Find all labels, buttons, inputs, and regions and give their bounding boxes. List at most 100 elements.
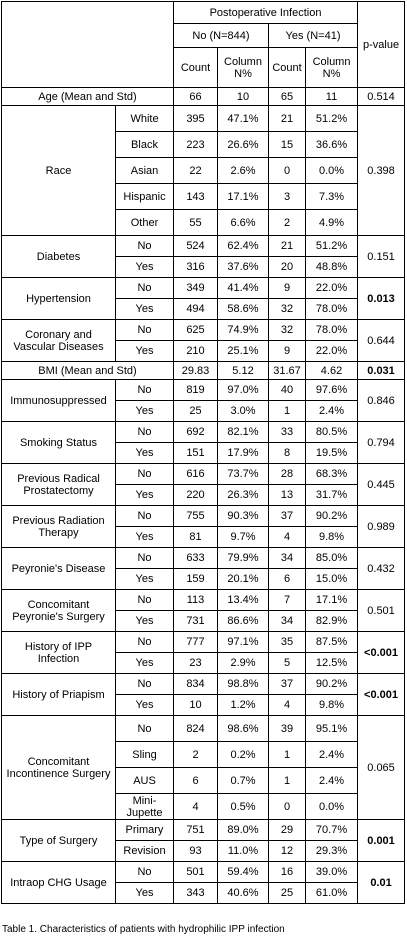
cell: 17.9% <box>217 442 269 464</box>
cell: 692 <box>173 421 218 443</box>
cell: 40.6% <box>217 882 269 904</box>
cell: 633 <box>173 547 218 569</box>
level-label: Other <box>115 209 174 236</box>
level-label: Yes <box>115 298 174 320</box>
caption: Table 1. Characteristics of patients wit… <box>2 924 285 935</box>
cell: 2 <box>173 741 218 768</box>
cell: 97.1% <box>217 631 269 653</box>
table-row: Coronary and Vascular Diseases No 625 74.9%… <box>1 319 406 362</box>
cell: 35 <box>268 631 306 653</box>
table-row: Yes 316 37.6% 20 48.8% <box>2 256 405 278</box>
p-value-header: p-value <box>357 1 406 88</box>
table-row: Peyronie's Disease No 633 79.9% 34 85.0% 0.432 <box>1 547 406 590</box>
row-label: Race <box>1 105 116 236</box>
p-value: 0.065 <box>357 715 406 820</box>
p-value: 0.501 <box>357 589 406 632</box>
table-row: Intraop CHG Usage No 501 59.4% 16 39.0% 0.01 <box>1 861 406 904</box>
cell: 16 <box>268 861 306 883</box>
cell: 26.6% <box>217 131 269 158</box>
cell: 40 <box>268 379 306 401</box>
cell: 98.8% <box>217 673 269 695</box>
table-row: No (N=844) Yes (N=41) <box>2 23 405 48</box>
cell: 19.5% <box>304 442 359 464</box>
cell: 777 <box>173 631 218 653</box>
cell: 17.1% <box>217 183 269 210</box>
cell: 12 <box>268 840 306 862</box>
cell: 78.0% <box>304 319 359 341</box>
level-label: Yes <box>115 568 174 590</box>
cell: 81 <box>173 526 218 548</box>
cell: 29.83 <box>173 361 218 380</box>
cell: 7 <box>268 589 306 611</box>
pct-header: Column N% <box>217 47 269 88</box>
cell: 59.4% <box>217 861 269 883</box>
cell: 2.6% <box>217 157 269 184</box>
cell: 731 <box>173 610 218 632</box>
cell: 9 <box>268 340 306 362</box>
level-label: No <box>115 861 174 883</box>
cell: 316 <box>173 256 218 278</box>
cell: 1 <box>268 741 306 768</box>
cell: 0.2% <box>217 741 269 768</box>
cell: 39.0% <box>304 861 359 883</box>
cell: 3 <box>268 183 306 210</box>
p-value: 0.01 <box>357 861 406 904</box>
cell: 70.7% <box>304 819 359 841</box>
cell: 0.5% <box>217 793 269 820</box>
cell: 6 <box>173 767 218 794</box>
table-row: Yes 343 40.6% 25 61.0% <box>2 882 405 904</box>
cell: 2.9% <box>217 652 269 674</box>
cell: 494 <box>173 298 218 320</box>
p-value: 0.644 <box>357 319 406 362</box>
cell: 4 <box>268 694 306 716</box>
cell: 25.1% <box>217 340 269 362</box>
level-label: Black <box>115 131 174 158</box>
row-label: Coronary and Vascular Diseases <box>1 319 116 362</box>
level-label: Mini-Jupette <box>115 793 174 820</box>
cell: 89.0% <box>217 819 269 841</box>
cell: 4.9% <box>304 209 359 236</box>
cell: 33 <box>268 421 306 443</box>
cell: 31.7% <box>304 484 359 506</box>
group-header: Postoperative Infection <box>172 1 359 24</box>
row-label: Concomitant Peyronie's Surgery <box>1 589 116 632</box>
cell: 13.4% <box>217 589 269 611</box>
table-body: Postoperative Infection p-value No (N=844)… <box>1 1 406 904</box>
cell: 21 <box>268 105 306 132</box>
table-row: Sling 2 0.2% 1 2.4% <box>2 741 405 768</box>
cell: 395 <box>173 105 218 132</box>
level-label: No <box>115 673 174 695</box>
table-row: Yes 23 2.9% 5 12.5% <box>2 652 405 674</box>
row-label: Diabetes <box>1 235 116 278</box>
level-label: No <box>115 235 174 257</box>
cell: 97.0% <box>217 379 269 401</box>
table-row: Hypertension No 349 41.4% 9 22.0% 0.013 <box>1 277 406 320</box>
table-row: Previous Radiation Therapy No 755 90.3% 37 90… <box>1 505 406 548</box>
table-row: Yes 81 9.7% 4 9.8% <box>2 526 405 548</box>
table-row: Age (Mean and Std) 66 10 65 11 0.514 <box>1 87 406 106</box>
cell: 751 <box>173 819 218 841</box>
level-label: No <box>115 631 174 653</box>
table-row: Concomitant Peyronie's Surgery No 113 13.4%… <box>1 589 406 632</box>
cell: 82.1% <box>217 421 269 443</box>
p-value: 0.846 <box>357 379 406 422</box>
cell: 29.3% <box>304 840 359 862</box>
cell: 48.8% <box>304 256 359 278</box>
cell: 36.6% <box>304 131 359 158</box>
cell: 220 <box>173 484 218 506</box>
cell: 58.6% <box>217 298 269 320</box>
cell: 26.3% <box>217 484 269 506</box>
cell: 819 <box>173 379 218 401</box>
cell: 223 <box>173 131 218 158</box>
cell: 2.4% <box>304 400 359 422</box>
cell: 10 <box>173 694 218 716</box>
level-label: No <box>115 547 174 569</box>
cell: 98.6% <box>217 715 269 742</box>
table-row: Diabetes No 524 62.4% 21 51.2% 0.151 <box>1 235 406 278</box>
cell: 74.9% <box>217 319 269 341</box>
data-table: Postoperative Infection p-value No (N=844)… <box>1 1 406 904</box>
cell: 6 <box>268 568 306 590</box>
table-row: History of Priapism No 834 98.8% 37 90.2% <0.0… <box>1 673 406 716</box>
p-value: 0.794 <box>357 421 406 464</box>
cell: 834 <box>173 673 218 695</box>
